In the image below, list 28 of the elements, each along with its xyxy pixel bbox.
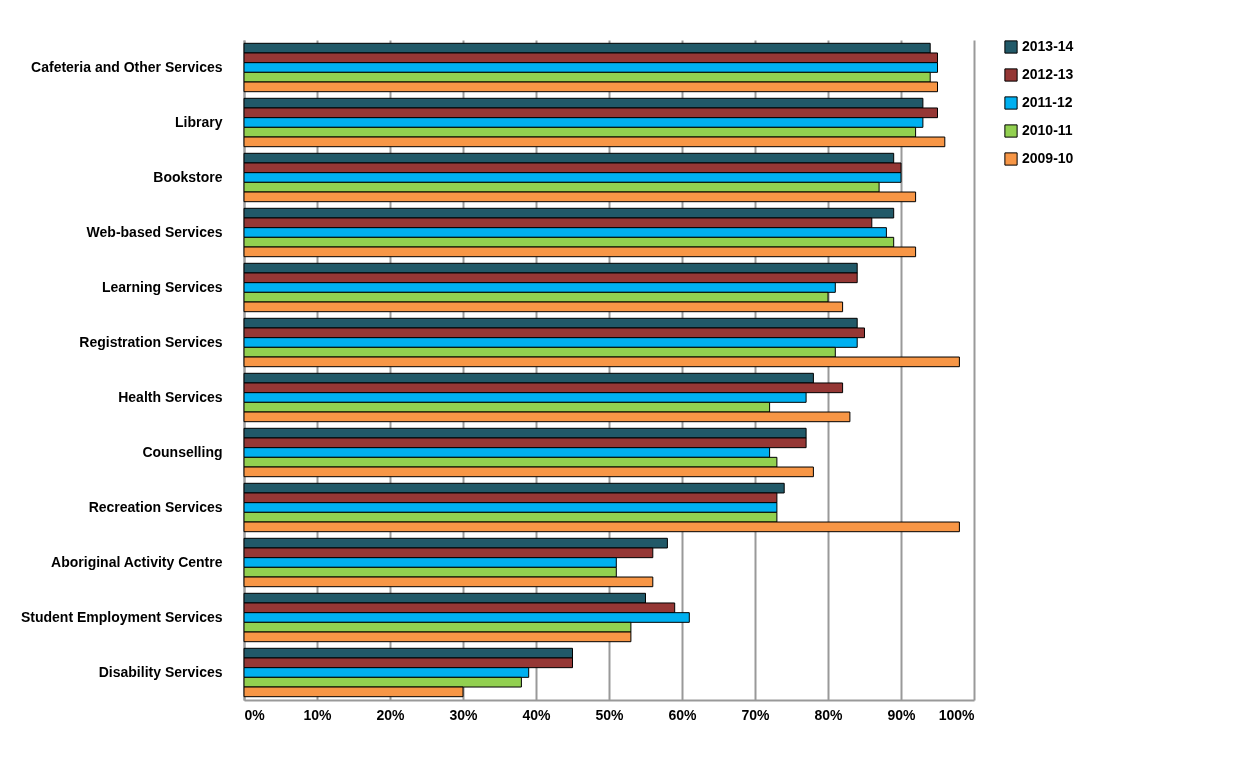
y-tick-label: Registration Services — [79, 333, 223, 350]
x-tick-label: 70% — [741, 706, 771, 723]
y-tick-label: Cafeteria and Other Services — [31, 58, 223, 75]
x-tick-label: 40% — [522, 706, 552, 723]
y-tick-label: Learning Services — [101, 278, 223, 295]
x-tick-label: 60% — [668, 706, 698, 723]
y-tick-label: Recreation Services — [88, 498, 223, 515]
y-tick-label: Bookstore — [153, 168, 223, 185]
x-tick-label: 80% — [814, 706, 844, 723]
x-tick-label: 90% — [887, 706, 917, 723]
x-tick-label: 0% — [244, 706, 266, 723]
y-tick-label: Library — [175, 113, 223, 130]
y-tick-label: Aboriginal Activity Centre — [51, 553, 223, 570]
y-tick-label: Web-based Services — [86, 223, 223, 240]
x-tick-label: 50% — [595, 706, 625, 723]
x-tick-label: 30% — [449, 706, 479, 723]
y-tick-label: Disability Services — [98, 663, 223, 680]
legend-label: 2009-10 — [1022, 150, 1074, 166]
x-tick-label: 20% — [376, 706, 406, 723]
y-tick-label: Health Services — [118, 388, 223, 405]
x-tick-label: 10% — [303, 706, 333, 723]
legend-label: 2013-14 — [1022, 38, 1074, 54]
y-tick-label: Student Employment Services — [20, 608, 223, 625]
x-tick-label: 100% — [938, 706, 976, 723]
legend-label: 2012-13 — [1022, 66, 1074, 82]
y-tick-label: Counselling — [142, 443, 223, 460]
legend-label: 2010-11 — [1022, 122, 1073, 138]
legend-label: 2011-12 — [1022, 94, 1073, 110]
